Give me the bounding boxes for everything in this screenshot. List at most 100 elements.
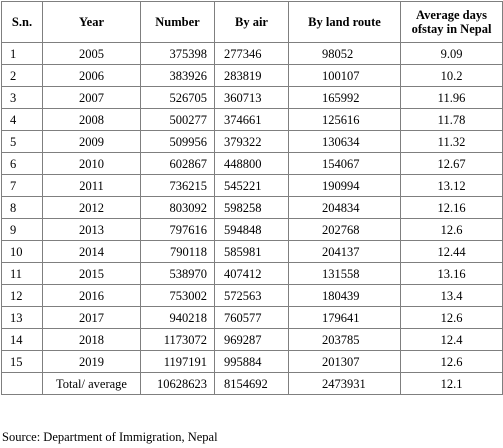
cell-sn: 4 bbox=[1, 108, 43, 131]
total-row: Total/ average 10628623 8154692 2473931 12.1 bbox=[1, 372, 503, 395]
table-row: 6 2010 602867 448800 154067 12.67 bbox=[1, 152, 503, 175]
cell-average-days: 13.16 bbox=[400, 262, 503, 285]
table-row: 10 2014 790118 585981 204137 12.44 bbox=[1, 240, 503, 263]
cell-year: 2007 bbox=[42, 86, 141, 109]
cell-by-air: 572563 bbox=[214, 284, 289, 307]
cell-average-days: 10.2 bbox=[400, 64, 503, 87]
cell-sn: 2 bbox=[1, 64, 43, 87]
cell-year: Total/ average bbox=[42, 372, 141, 395]
cell-number: 383926 bbox=[140, 64, 215, 87]
cell-sn: 15 bbox=[1, 350, 43, 373]
cell-year: 2019 bbox=[42, 350, 141, 373]
cell-sn: 6 bbox=[1, 152, 43, 175]
cell-number: 602867 bbox=[140, 152, 215, 175]
cell-sn: 5 bbox=[1, 130, 43, 153]
cell-average-days: 13.12 bbox=[400, 174, 503, 197]
header-by-air: By air bbox=[214, 1, 289, 43]
cell-sn: 14 bbox=[1, 328, 43, 351]
cell-by-air: 598258 bbox=[214, 196, 289, 219]
table-row: 5 2009 509956 379322 130634 11.32 bbox=[1, 130, 503, 153]
cell-year: 2008 bbox=[42, 108, 141, 131]
table-row: 12 2016 753002 572563 180439 13.4 bbox=[1, 284, 503, 307]
cell-average-days: 12.6 bbox=[400, 306, 503, 329]
cell-sn: 9 bbox=[1, 218, 43, 241]
cell-average-days: 12.44 bbox=[400, 240, 503, 263]
cell-number: 538970 bbox=[140, 262, 215, 285]
cell-by-air: 374661 bbox=[214, 108, 289, 131]
cell-year: 2017 bbox=[42, 306, 141, 329]
cell-year: 2011 bbox=[42, 174, 141, 197]
cell-by-land-route: 204137 bbox=[288, 240, 401, 263]
cell-by-air: 283819 bbox=[214, 64, 289, 87]
table-row: 14 2018 1173072 969287 203785 12.4 bbox=[1, 328, 503, 351]
cell-number: 753002 bbox=[140, 284, 215, 307]
cell-sn: 7 bbox=[1, 174, 43, 197]
cell-year: 2016 bbox=[42, 284, 141, 307]
table-row: 7 2011 736215 545221 190994 13.12 bbox=[1, 174, 503, 197]
cell-sn: 1 bbox=[1, 42, 43, 65]
cell-sn bbox=[1, 372, 43, 395]
cell-sn: 8 bbox=[1, 196, 43, 219]
header-sn: S.n. bbox=[1, 1, 43, 43]
table-row: 2 2006 383926 283819 100107 10.2 bbox=[1, 64, 503, 87]
cell-by-air: 8154692 bbox=[214, 372, 289, 395]
table-row: 4 2008 500277 374661 125616 11.78 bbox=[1, 108, 503, 131]
cell-number: 940218 bbox=[140, 306, 215, 329]
table-row: 1 2005 375398 277346 98052 9.09 bbox=[1, 42, 503, 65]
cell-number: 1173072 bbox=[140, 328, 215, 351]
cell-by-air: 379322 bbox=[214, 130, 289, 153]
tourist-arrivals-table: S.n. Year Number By air By land route Av… bbox=[1, 1, 503, 395]
cell-number: 736215 bbox=[140, 174, 215, 197]
table-row: 9 2013 797616 594848 202768 12.6 bbox=[1, 218, 503, 241]
cell-average-days: 12.67 bbox=[400, 152, 503, 175]
cell-number: 10628623 bbox=[140, 372, 215, 395]
cell-sn: 11 bbox=[1, 262, 43, 285]
table-row: 8 2012 803092 598258 204834 12.16 bbox=[1, 196, 503, 219]
cell-number: 797616 bbox=[140, 218, 215, 241]
source-note: Source: Department of Immigration, Nepal bbox=[2, 430, 218, 444]
cell-by-air: 969287 bbox=[214, 328, 289, 351]
cell-year: 2013 bbox=[42, 218, 141, 241]
cell-by-land-route: 201307 bbox=[288, 350, 401, 373]
cell-by-air: 585981 bbox=[214, 240, 289, 263]
cell-average-days: 12.6 bbox=[400, 350, 503, 373]
cell-number: 790118 bbox=[140, 240, 215, 263]
cell-by-land-route: 165992 bbox=[288, 86, 401, 109]
header-average-days: Average days ofstay in Nepal bbox=[400, 1, 503, 43]
cell-sn: 13 bbox=[1, 306, 43, 329]
cell-by-land-route: 131558 bbox=[288, 262, 401, 285]
header-by-land-route: By land route bbox=[288, 1, 401, 43]
cell-average-days: 12.16 bbox=[400, 196, 503, 219]
cell-by-land-route: 154067 bbox=[288, 152, 401, 175]
header-year: Year bbox=[42, 1, 141, 43]
cell-by-air: 360713 bbox=[214, 86, 289, 109]
cell-by-land-route: 202768 bbox=[288, 218, 401, 241]
cell-year: 2010 bbox=[42, 152, 141, 175]
cell-number: 375398 bbox=[140, 42, 215, 65]
cell-by-land-route: 180439 bbox=[288, 284, 401, 307]
cell-by-air: 545221 bbox=[214, 174, 289, 197]
cell-by-land-route: 100107 bbox=[288, 64, 401, 87]
cell-number: 1197191 bbox=[140, 350, 215, 373]
header-number: Number bbox=[140, 1, 215, 43]
cell-by-land-route: 179641 bbox=[288, 306, 401, 329]
cell-average-days: 11.78 bbox=[400, 108, 503, 131]
cell-year: 2015 bbox=[42, 262, 141, 285]
cell-average-days: 12.4 bbox=[400, 328, 503, 351]
cell-by-air: 407412 bbox=[214, 262, 289, 285]
cell-by-land-route: 204834 bbox=[288, 196, 401, 219]
cell-sn: 12 bbox=[1, 284, 43, 307]
cell-average-days: 12.6 bbox=[400, 218, 503, 241]
cell-by-land-route: 190994 bbox=[288, 174, 401, 197]
cell-average-days: 13.4 bbox=[400, 284, 503, 307]
cell-year: 2009 bbox=[42, 130, 141, 153]
cell-year: 2012 bbox=[42, 196, 141, 219]
header-row: S.n. Year Number By air By land route Av… bbox=[1, 1, 503, 43]
cell-average-days: 11.32 bbox=[400, 130, 503, 153]
table-row: 11 2015 538970 407412 131558 13.16 bbox=[1, 262, 503, 285]
cell-sn: 3 bbox=[1, 86, 43, 109]
cell-by-air: 995884 bbox=[214, 350, 289, 373]
cell-by-land-route: 130634 bbox=[288, 130, 401, 153]
cell-sn: 10 bbox=[1, 240, 43, 263]
table-row: 15 2019 1197191 995884 201307 12.6 bbox=[1, 350, 503, 373]
